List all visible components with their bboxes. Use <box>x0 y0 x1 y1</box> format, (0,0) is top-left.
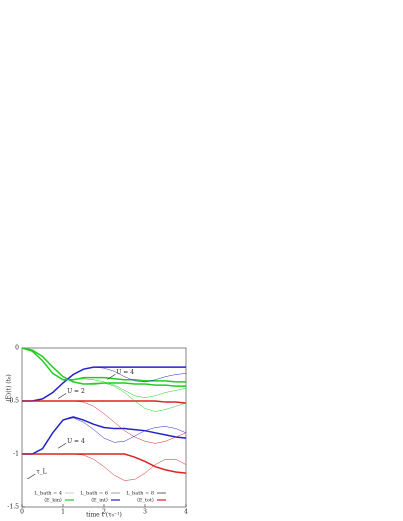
annotation: U = 2 <box>67 388 85 395</box>
x-tick-label: 3 <box>143 509 147 516</box>
y-tick-label: 0 <box>15 345 19 352</box>
x-tick-label: 1 <box>61 509 65 516</box>
legend-label: L_bath = 8 <box>126 491 154 497</box>
x-tick-label: 4 <box>184 509 188 516</box>
annotation-arrow <box>57 393 67 399</box>
legend-label: ⟨E_kin⟩ <box>44 498 62 504</box>
y-tick-label: -1 <box>13 451 19 458</box>
annotation: U = 4 <box>116 369 134 376</box>
x-tick-label: 0 <box>20 509 24 516</box>
annotation: τ_L <box>36 469 46 476</box>
legend-label: L_bath = 4 <box>34 491 62 497</box>
series-line <box>22 400 187 444</box>
series-line <box>21 347 186 383</box>
annotation-arrow <box>107 374 116 380</box>
series-line <box>22 366 186 402</box>
y-tick-label: -0.5 <box>7 398 19 405</box>
legend-label: ⟨E_tot⟩ <box>137 498 154 504</box>
series-line <box>21 347 187 412</box>
legend-label: L_bath = 6 <box>80 491 108 497</box>
y-axis-label: ⟨E⟩(t) (t₀) <box>6 374 13 402</box>
series-line <box>22 417 187 455</box>
x-tick-label: 2 <box>102 509 106 516</box>
annotation-arrow <box>57 443 67 449</box>
series-line <box>22 416 187 455</box>
x-axis-label: time t (τ₀⁻¹) <box>86 512 122 519</box>
series-line <box>22 453 187 481</box>
series-line <box>22 366 187 402</box>
series-line <box>22 400 187 404</box>
annotation: U = 4 <box>67 438 85 445</box>
legend-label: ⟨E_int⟩ <box>91 498 108 504</box>
y-tick-label: -1.5 <box>7 504 19 511</box>
series-line <box>21 347 187 399</box>
annotation-arrow <box>27 473 36 480</box>
